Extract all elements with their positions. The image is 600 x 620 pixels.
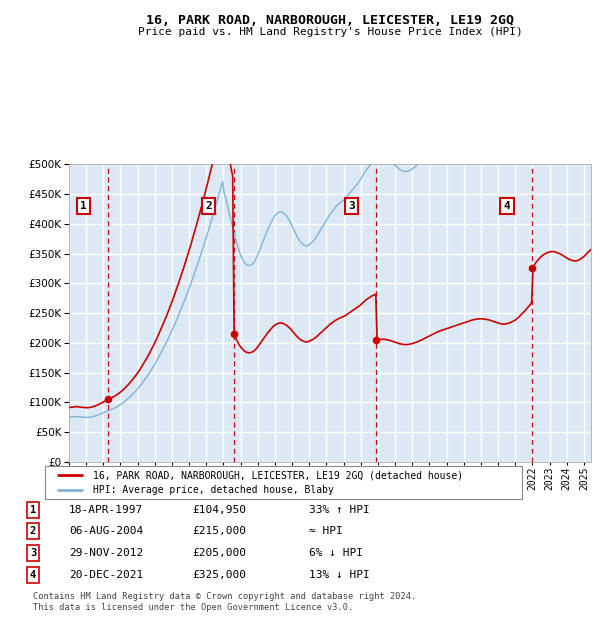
Text: £104,950: £104,950 [192,505,246,515]
Text: 1: 1 [80,201,87,211]
Text: 20-DEC-2021: 20-DEC-2021 [69,570,143,580]
Text: £205,000: £205,000 [192,548,246,558]
Text: 16, PARK ROAD, NARBOROUGH, LEICESTER, LE19 2GQ (detached house): 16, PARK ROAD, NARBOROUGH, LEICESTER, LE… [93,470,463,480]
Text: 18-APR-1997: 18-APR-1997 [69,505,143,515]
Text: This data is licensed under the Open Government Licence v3.0.: This data is licensed under the Open Gov… [33,603,353,612]
Text: ≈ HPI: ≈ HPI [309,526,343,536]
Text: HPI: Average price, detached house, Blaby: HPI: Average price, detached house, Blab… [93,485,334,495]
Text: 3: 3 [348,201,355,211]
Text: 29-NOV-2012: 29-NOV-2012 [69,548,143,558]
Text: £325,000: £325,000 [192,570,246,580]
Text: 2: 2 [30,526,36,536]
Text: 1: 1 [30,505,36,515]
Text: 13% ↓ HPI: 13% ↓ HPI [309,570,370,580]
Text: 3: 3 [30,548,36,558]
Text: £215,000: £215,000 [192,526,246,536]
Text: 6% ↓ HPI: 6% ↓ HPI [309,548,363,558]
Text: 16, PARK ROAD, NARBOROUGH, LEICESTER, LE19 2GQ: 16, PARK ROAD, NARBOROUGH, LEICESTER, LE… [146,14,514,27]
Text: 2: 2 [205,201,212,211]
Text: 4: 4 [503,201,510,211]
FancyBboxPatch shape [45,466,522,499]
Text: 33% ↑ HPI: 33% ↑ HPI [309,505,370,515]
Text: 4: 4 [30,570,36,580]
Text: Contains HM Land Registry data © Crown copyright and database right 2024.: Contains HM Land Registry data © Crown c… [33,592,416,601]
Text: Price paid vs. HM Land Registry's House Price Index (HPI): Price paid vs. HM Land Registry's House … [137,27,523,37]
Text: 06-AUG-2004: 06-AUG-2004 [69,526,143,536]
